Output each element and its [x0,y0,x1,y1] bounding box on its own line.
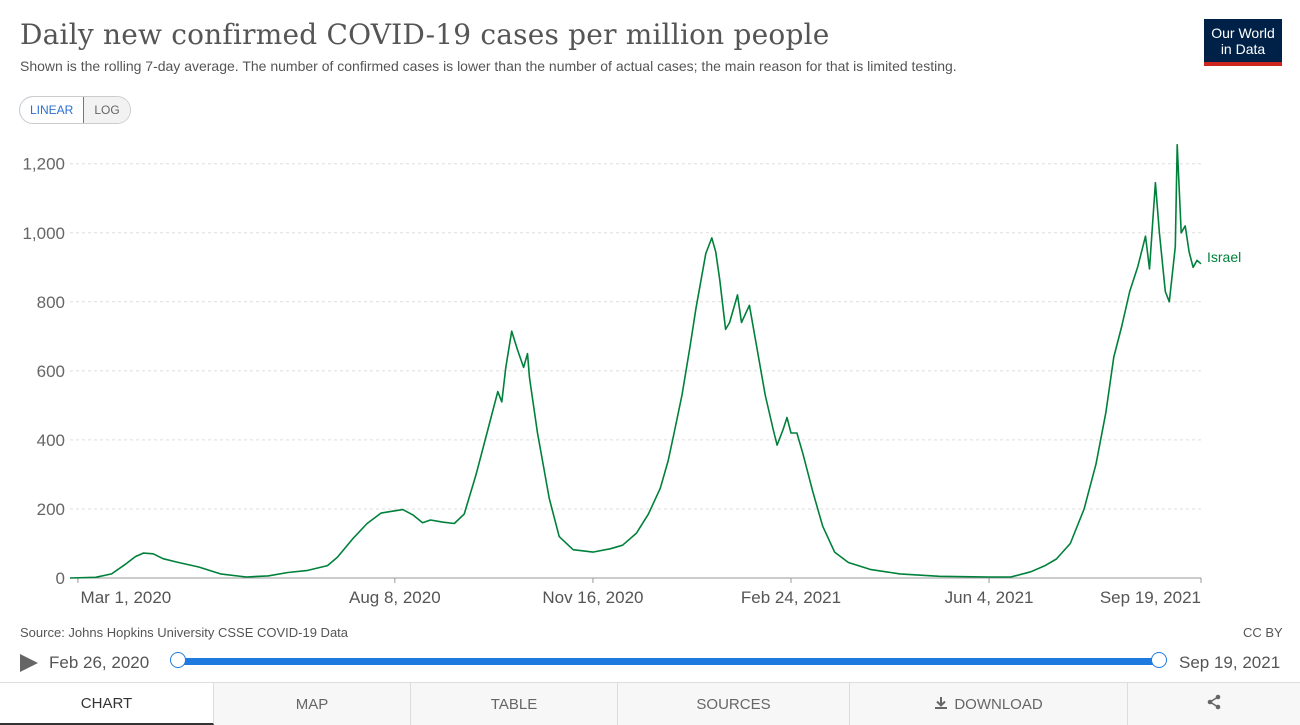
play-icon[interactable] [20,654,38,672]
download-icon [934,696,948,713]
y-tick-label: 400 [37,431,65,450]
chart-subtitle: Shown is the rolling 7-day average. The … [20,58,957,74]
tab-download[interactable]: DOWNLOAD [850,683,1128,725]
log-scale-button[interactable]: LOG [84,97,130,123]
logo-text-line2: in Data [1220,41,1266,57]
y-tick-label: 1,200 [22,155,65,174]
tab-bar: CHART MAP TABLE SOURCES DOWNLOAD [0,682,1300,725]
linear-scale-button[interactable]: LINEAR [19,97,85,123]
x-tick-label: Aug 8, 2020 [349,588,441,607]
timeline-track[interactable] [178,658,1159,665]
download-label: DOWNLOAD [954,695,1043,713]
tab-map[interactable]: MAP [214,683,411,725]
owid-logo[interactable]: Our World in Data [1204,19,1282,66]
tab-share[interactable] [1128,683,1300,725]
share-icon [1206,694,1222,715]
y-tick-label: 200 [37,500,65,519]
y-tick-label: 800 [37,293,65,312]
tab-sources[interactable]: SOURCES [618,683,850,725]
x-tick-label: Jun 4, 2021 [945,588,1034,607]
timeline: Feb 26, 2020 Sep 19, 2021 [0,648,1300,678]
x-tick-label: Feb 24, 2021 [741,588,841,607]
y-tick-label: 1,000 [22,224,65,243]
y-tick-label: 0 [56,569,65,588]
source-note[interactable]: Source: Johns Hopkins University CSSE CO… [20,625,349,640]
chart-title: Daily new confirmed COVID-19 cases per m… [20,18,830,51]
chart-area: 0 200 400 600 800 1,000 1,200 Mar 1, 2020 Aug 8,… [22,143,1241,607]
timeline-start-handle[interactable] [170,652,186,668]
y-tick-label: 600 [37,362,65,381]
timeline-end-handle[interactable] [1151,652,1167,668]
series-label: Israel [1207,249,1241,265]
license-link[interactable]: CC BY [1243,625,1283,640]
timeline-end-label: Sep 19, 2021 [1179,653,1281,672]
logo-text-line1: Our World [1211,25,1275,41]
scale-toggle: LINEAR LOG [19,96,131,124]
series-line-israel [69,143,1202,579]
x-tick-label: Nov 16, 2020 [542,588,643,607]
tab-table[interactable]: TABLE [411,683,618,725]
tab-chart[interactable]: CHART [0,683,214,725]
timeline-start-label: Feb 26, 2020 [49,653,150,672]
x-tick-label: Mar 1, 2020 [81,588,172,607]
x-tick-label: Sep 19, 2021 [1100,588,1201,607]
